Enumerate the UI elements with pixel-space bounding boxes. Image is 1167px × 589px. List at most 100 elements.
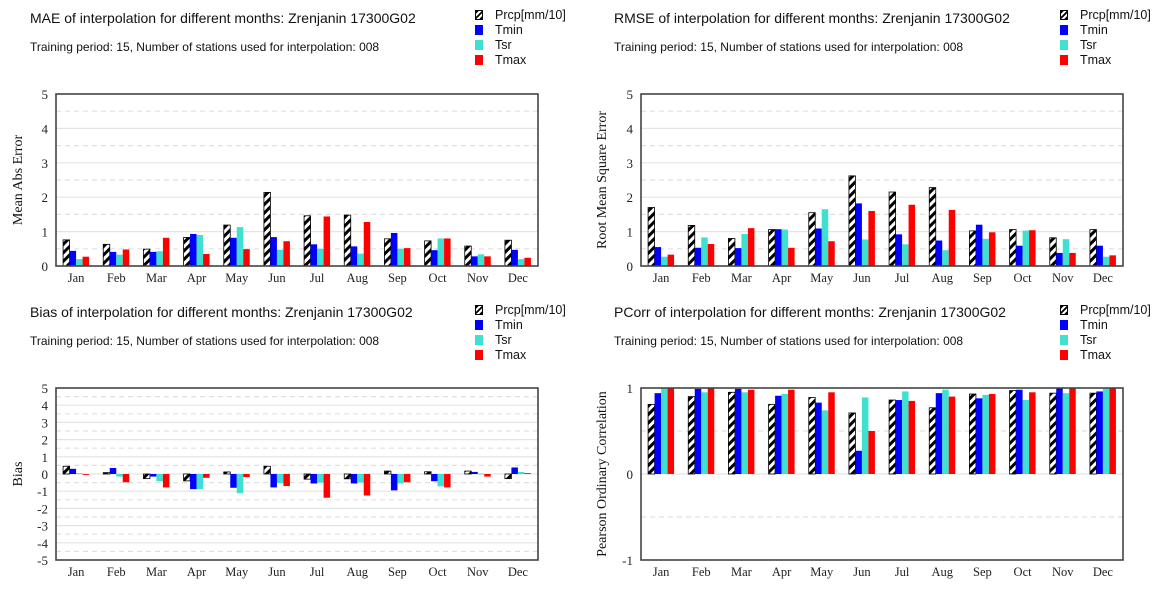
- bar-tmin-may: [230, 474, 237, 488]
- bar-tsr-apr: [781, 229, 789, 266]
- bar-tsr-oct: [437, 238, 445, 266]
- bar-tmin-jul: [895, 234, 903, 266]
- x-tick-label: Sep: [388, 271, 407, 285]
- bar-tmax-feb: [122, 474, 130, 483]
- bar-tmin-apr: [190, 234, 197, 266]
- bar-prcp-apr: [768, 229, 776, 267]
- bar-tmax-oct: [1029, 230, 1036, 266]
- mae-chart: 0 1 2 3 4 5 Mean Abs Error Jan Feb Mar Apr May Jun Ju…: [11, 87, 539, 285]
- y-tick-label: 0: [42, 467, 49, 482]
- bar-tmax-dec: [524, 257, 531, 266]
- bar-prcp-feb: [687, 396, 696, 475]
- bar-tmin-may: [815, 228, 822, 266]
- bar-tmax-dec: [1109, 388, 1116, 474]
- bar-tsr-aug: [357, 253, 364, 266]
- y-tick-label: 0: [42, 259, 49, 274]
- legend-item-tsr: Tsr: [475, 332, 566, 347]
- bar-tsr-aug: [942, 250, 949, 266]
- x-tick-label: Jul: [895, 271, 910, 285]
- legend-item-tmin: Tmin: [475, 22, 566, 37]
- y-tick-label: 5: [627, 87, 634, 102]
- bar-tmin-nov: [471, 256, 478, 266]
- bar-tmax-dec: [1109, 255, 1116, 266]
- bar-tsr-jun: [861, 239, 869, 266]
- bar-tmax-apr: [203, 253, 210, 266]
- x-tick-label: Sep: [388, 565, 407, 579]
- bar-tsr-mar: [156, 474, 163, 482]
- bar-tsr-dec: [517, 259, 525, 266]
- bar-tmax-aug: [948, 396, 956, 474]
- bar-prcp-jan: [62, 465, 70, 475]
- bar-tmax-may: [828, 241, 835, 266]
- bar-tmax-oct: [444, 238, 451, 266]
- x-tick-label: Oct: [1014, 271, 1033, 285]
- bar-prcp-mar: [143, 473, 151, 480]
- bar-prcp-oct: [424, 471, 432, 475]
- bar-tmax-sep: [403, 248, 411, 266]
- bar-tmin-feb: [694, 247, 702, 266]
- rmse-chart-subtitle: Training period: 15, Number of stations …: [614, 40, 964, 54]
- legend-swatch-prcp: [475, 304, 483, 315]
- y-tick-label: 5: [42, 87, 49, 102]
- bar-tmin-jan: [654, 247, 662, 266]
- legend-label-prcp: Prcp[mm/10]: [1080, 7, 1151, 22]
- bar-tsr-nov: [477, 254, 485, 266]
- bar-tmax-mar: [747, 228, 755, 266]
- bar-tsr-aug: [357, 474, 364, 483]
- y-tick-label: 1: [42, 225, 49, 240]
- y-tick-label: 3: [42, 415, 49, 430]
- legend-swatch-tmin: [475, 24, 483, 35]
- bar-tmin-jun: [855, 203, 862, 266]
- y-axis-label: Bias: [11, 462, 26, 487]
- bar-tmin-jul: [310, 244, 318, 266]
- legend-label-tsr: Tsr: [495, 37, 512, 52]
- bias-chart-subtitle: Training period: 15, Number of stations …: [30, 334, 380, 348]
- bar-tsr-feb: [701, 392, 708, 474]
- bar-prcp-may: [223, 471, 231, 475]
- bar-tmax-feb: [707, 388, 715, 474]
- bar-tsr-jul: [317, 474, 324, 483]
- bar-tmin-oct: [1016, 389, 1023, 474]
- bar-tsr-mar: [741, 234, 748, 266]
- bar-tmin-nov: [1056, 252, 1063, 266]
- y-axis-label: Mean Abs Error: [11, 135, 26, 226]
- x-tick-label: Sep: [973, 271, 992, 285]
- y-tick-label: -1: [37, 484, 48, 499]
- x-tick-label: Oct: [429, 271, 448, 285]
- pcorr-chart: -1 0 1 Pearson Ordinary Correlation Jan Feb Ma…: [595, 381, 1124, 579]
- legend-item-prcp: Prcp[mm/10]: [1060, 7, 1151, 22]
- bar-tsr-may: [236, 227, 244, 266]
- bar-tmin-oct: [1016, 245, 1023, 266]
- y-tick-label: 3: [42, 156, 49, 171]
- legend-item-prcp: Prcp[mm/10]: [475, 302, 566, 317]
- bar-tmin-apr: [190, 474, 197, 490]
- legend-label-tmin: Tmin: [1080, 317, 1108, 332]
- legend-item-tmin: Tmin: [1060, 317, 1151, 332]
- bar-tmin-nov: [471, 471, 478, 474]
- bar-tsr-jul: [902, 391, 909, 474]
- bar-tmax-mar: [747, 389, 755, 474]
- x-tick-label: Dec: [1093, 271, 1114, 285]
- x-tick-label: Jul: [895, 565, 910, 579]
- bar-tmin-feb: [694, 388, 702, 474]
- x-tick-label: Jun: [853, 565, 871, 579]
- x-tick-label: Oct: [1014, 565, 1033, 579]
- bar-tmax-feb: [707, 243, 715, 266]
- x-tick-label: Jan: [68, 271, 85, 285]
- y-tick-label: -5: [37, 553, 48, 568]
- bar-tmin-mar: [149, 474, 157, 477]
- bar-tmax-jun: [868, 431, 875, 474]
- bar-prcp-jan: [647, 207, 655, 267]
- x-tick-label: Jan: [68, 565, 85, 579]
- x-tick-label: Jul: [310, 565, 325, 579]
- bar-prcp-aug: [928, 407, 937, 475]
- x-tick-label: Aug: [931, 271, 953, 285]
- legend-label-prcp: Prcp[mm/10]: [495, 302, 566, 317]
- y-tick-label: -2: [37, 501, 48, 516]
- x-tick-label: Feb: [692, 565, 711, 579]
- legend-swatch-tsr: [475, 334, 483, 345]
- bar-prcp-jul: [888, 191, 896, 267]
- bar-tmin-jul: [310, 474, 318, 484]
- bar-tmin-sep: [975, 224, 983, 266]
- legend-swatch-tmax: [475, 349, 483, 360]
